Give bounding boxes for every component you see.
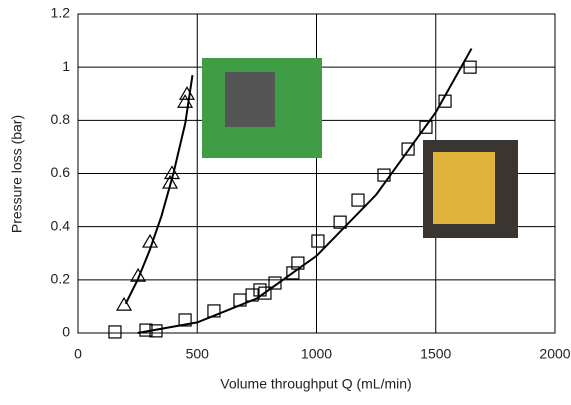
y-tick-label: 1: [62, 58, 70, 74]
chart: Volume throughput Q (mL/min) Pressure lo…: [0, 0, 571, 405]
x-tick-label: 2000: [539, 346, 570, 362]
y-tick-label: 0.2: [51, 271, 71, 287]
photo-block: [433, 152, 495, 224]
y-tick-label: 1.2: [51, 5, 71, 21]
y-tick-label: 0.4: [51, 217, 71, 233]
y-tick-label: 0.8: [51, 111, 71, 127]
x-tick-label: 500: [186, 346, 210, 362]
photo-block: [225, 72, 275, 127]
x-tick-label: 1500: [420, 346, 451, 362]
y-tick-label: 0.6: [51, 164, 71, 180]
x-tick-label: 1000: [301, 346, 332, 362]
x-tick-label: 0: [74, 346, 82, 362]
y-axis-title: Pressure loss (bar): [9, 115, 25, 233]
x-axis-title: Volume throughput Q (mL/min): [220, 376, 411, 392]
y-tick-label: 0: [62, 324, 70, 340]
